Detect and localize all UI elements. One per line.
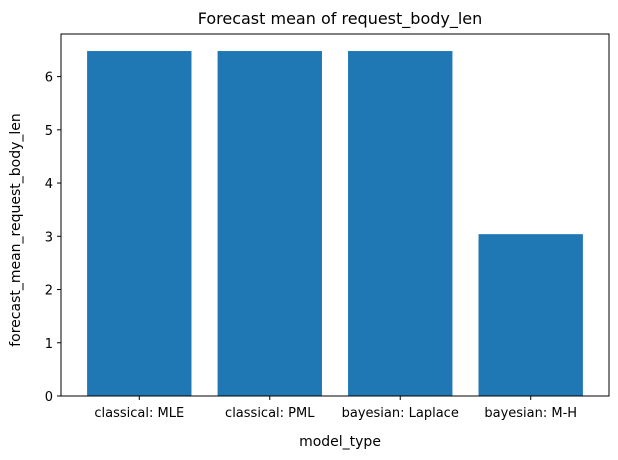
bar <box>348 51 453 397</box>
x-tick-label: classical: MLE <box>94 406 184 421</box>
x-tick-label: bayesian: Laplace <box>342 406 459 421</box>
y-tick-label: 6 <box>45 71 53 86</box>
y-tick-label: 1 <box>45 337 53 352</box>
y-tick-label: 5 <box>45 124 53 139</box>
x-tick-label: classical: PML <box>225 406 315 421</box>
plot-frame <box>60 33 610 397</box>
x-ticks-group: classical: MLE classical: PML bayesian: La… <box>94 396 577 421</box>
bar <box>217 51 322 397</box>
bars-group <box>87 51 583 397</box>
x-axis-label: model_type <box>299 434 381 450</box>
y-tick-label: 0 <box>45 390 53 405</box>
y-tick-label: 3 <box>45 230 53 245</box>
x-tick-label: bayesian: M-H <box>484 406 577 421</box>
y-ticks-group: 0 1 2 3 4 5 6 <box>45 71 61 405</box>
bar <box>87 51 192 397</box>
y-axis-label: forecast_mean_request_body_len <box>8 113 24 347</box>
bar <box>478 234 583 396</box>
y-tick-label: 4 <box>45 177 53 192</box>
chart-title: Forecast mean of request_body_len <box>198 9 483 29</box>
y-tick-label: 2 <box>45 284 53 299</box>
